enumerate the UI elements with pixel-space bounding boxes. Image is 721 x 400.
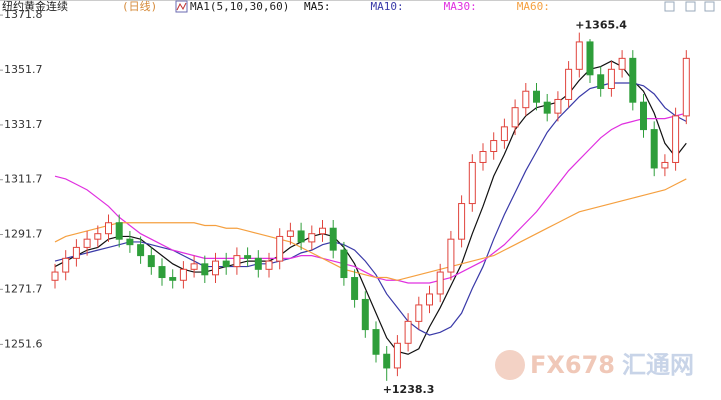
candle-body (500, 126, 508, 142)
y-tick-label: 1251.6 (4, 337, 43, 350)
legend-entry: MA5: (304, 0, 331, 13)
candle-body (565, 68, 573, 100)
y-tick-label: 1331.7 (4, 118, 43, 131)
candle-body (254, 257, 262, 270)
y-tick-label: 1311.7 (4, 173, 43, 186)
candle-body (190, 263, 198, 270)
candle-body (554, 98, 562, 114)
candle-body (297, 230, 305, 243)
y-tick-label: 1271.7 (4, 282, 43, 295)
candle-body (158, 266, 166, 279)
ma-line (54, 178, 687, 281)
candle-body (115, 222, 123, 240)
candle-body (415, 304, 423, 322)
candle-body (361, 298, 369, 331)
candle-body (169, 277, 177, 281)
candle-body (661, 161, 669, 169)
y-tick-label: 1351.7 (4, 63, 43, 76)
watermark-text: FX678 (530, 351, 615, 379)
candle-body (426, 293, 433, 306)
candle-body (650, 129, 658, 169)
candle-body (72, 246, 80, 259)
legend-entry: MA30: (444, 0, 477, 13)
candle-body (286, 230, 294, 237)
candle-body (586, 41, 594, 76)
candle-body (404, 320, 412, 344)
candle-body (522, 90, 530, 109)
ma-line (54, 60, 687, 355)
candle-body (147, 255, 155, 268)
candle-body (105, 222, 112, 235)
candle-body (618, 57, 626, 70)
candle-body (212, 260, 219, 276)
candle-body (222, 260, 230, 268)
candle-body (351, 277, 359, 300)
candle-body (51, 271, 59, 281)
annotation: +1238.3 (383, 383, 435, 396)
candle-body (62, 257, 70, 273)
indicator-label[interactable]: MA1(5,10,30,60) (190, 0, 289, 13)
candle-body (276, 235, 284, 262)
candle-body (83, 238, 91, 248)
legend-entry: MA60: (517, 0, 550, 13)
candle-body (94, 233, 102, 240)
candle-body (179, 268, 187, 281)
candle-body (329, 227, 337, 251)
ma-line (54, 112, 687, 284)
candle-body (340, 249, 348, 279)
candle-body (436, 271, 444, 295)
candle-body (137, 244, 145, 257)
candle-body (126, 238, 134, 246)
candle-body (447, 238, 455, 273)
candle-body (308, 233, 316, 243)
candle-body (640, 101, 647, 131)
candle-body (458, 203, 466, 240)
candle-body (479, 151, 487, 163)
candle-body (233, 255, 241, 268)
candle-body (201, 263, 209, 276)
candle-body (372, 329, 380, 355)
candle-body (575, 41, 583, 70)
candle-body (682, 57, 690, 117)
window-icons (664, 1, 715, 12)
candle-body (244, 255, 252, 259)
annotation: +1365.4 (575, 19, 627, 32)
period-label: (日线) (122, 0, 157, 13)
indicator-icon (175, 0, 188, 13)
candle-body (543, 101, 551, 114)
ma-line (54, 82, 687, 336)
watermark: FX678 汇通网 (495, 350, 694, 380)
candle-body (533, 90, 540, 103)
watermark-text: 汇通网 (622, 351, 694, 379)
candle-body (629, 57, 637, 103)
candle-body (490, 140, 498, 153)
candle-body (265, 260, 273, 270)
legend-entry: MA10: (371, 0, 404, 13)
candle-body (383, 353, 391, 369)
candle-body (393, 342, 401, 369)
candle-body (597, 74, 605, 89)
y-tick-label: 1371.8 (4, 8, 43, 21)
candle-body (319, 227, 326, 235)
candle-body (607, 68, 615, 89)
candle-body (672, 115, 680, 163)
chart-title: 纽约黄金连续 (2, 0, 68, 13)
candle-body (468, 161, 476, 205)
y-tick-label: 1291.7 (4, 228, 43, 241)
candle-body (511, 107, 519, 128)
